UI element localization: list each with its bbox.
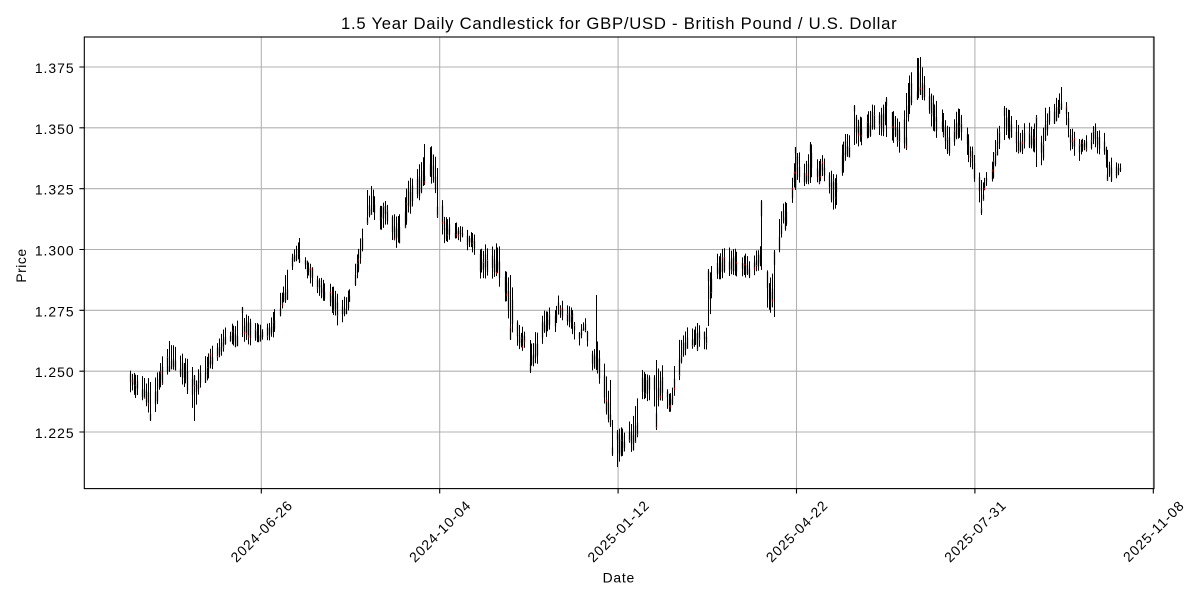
svg-text:1.325: 1.325 [35,182,75,198]
svg-text:1.375: 1.375 [35,60,75,76]
svg-text:1.225: 1.225 [35,425,75,441]
svg-text:1.350: 1.350 [35,121,75,137]
svg-text:1.300: 1.300 [35,243,75,259]
svg-text:1.275: 1.275 [35,303,75,319]
svg-text:1.250: 1.250 [35,364,75,380]
svg-text:1.5 Year Daily Candlestick for: 1.5 Year Daily Candlestick for GBP/USD -… [341,14,897,33]
svg-text:Price: Price [13,248,29,282]
svg-text:Date: Date [603,570,635,586]
